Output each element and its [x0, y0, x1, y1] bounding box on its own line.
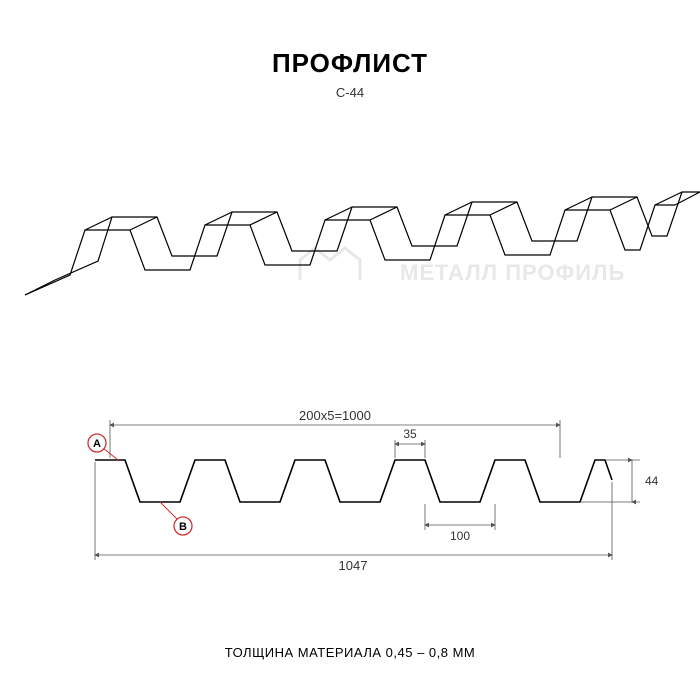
dim-top-flat	[395, 440, 425, 458]
watermark: МЕТАЛЛ ПРОФИЛЬ	[300, 248, 625, 285]
section-profile	[95, 460, 612, 502]
product-code: C-44	[0, 85, 700, 100]
cross-section-view: 200x5=1000 35 100 1047 44 A B	[0, 380, 700, 600]
marker-b-label: B	[179, 521, 187, 533]
dim-bottom-flat-label: 100	[450, 529, 470, 543]
dim-bottom-flat	[425, 504, 495, 530]
dim-height-label: 44	[645, 474, 659, 488]
watermark-logo	[300, 248, 360, 280]
isometric-view: МЕТАЛЛ ПРОФИЛЬ	[0, 130, 700, 330]
dim-overall-width	[95, 462, 612, 560]
material-thickness-note: ТОЛЩИНА МАТЕРИАЛА 0,45 – 0,8 ММ	[0, 645, 700, 660]
dim-top-width	[110, 420, 560, 458]
dim-top-width-label: 200x5=1000	[299, 408, 371, 423]
dim-overall-width-label: 1047	[339, 558, 368, 573]
marker-a-label: A	[93, 438, 101, 450]
dim-height	[580, 460, 640, 502]
marker-b: B	[160, 502, 192, 535]
marker-a: A	[88, 434, 118, 460]
dim-top-flat-label: 35	[403, 427, 417, 441]
watermark-text: МЕТАЛЛ ПРОФИЛЬ	[400, 260, 625, 285]
page-title: ПРОФЛИСТ	[0, 48, 700, 79]
